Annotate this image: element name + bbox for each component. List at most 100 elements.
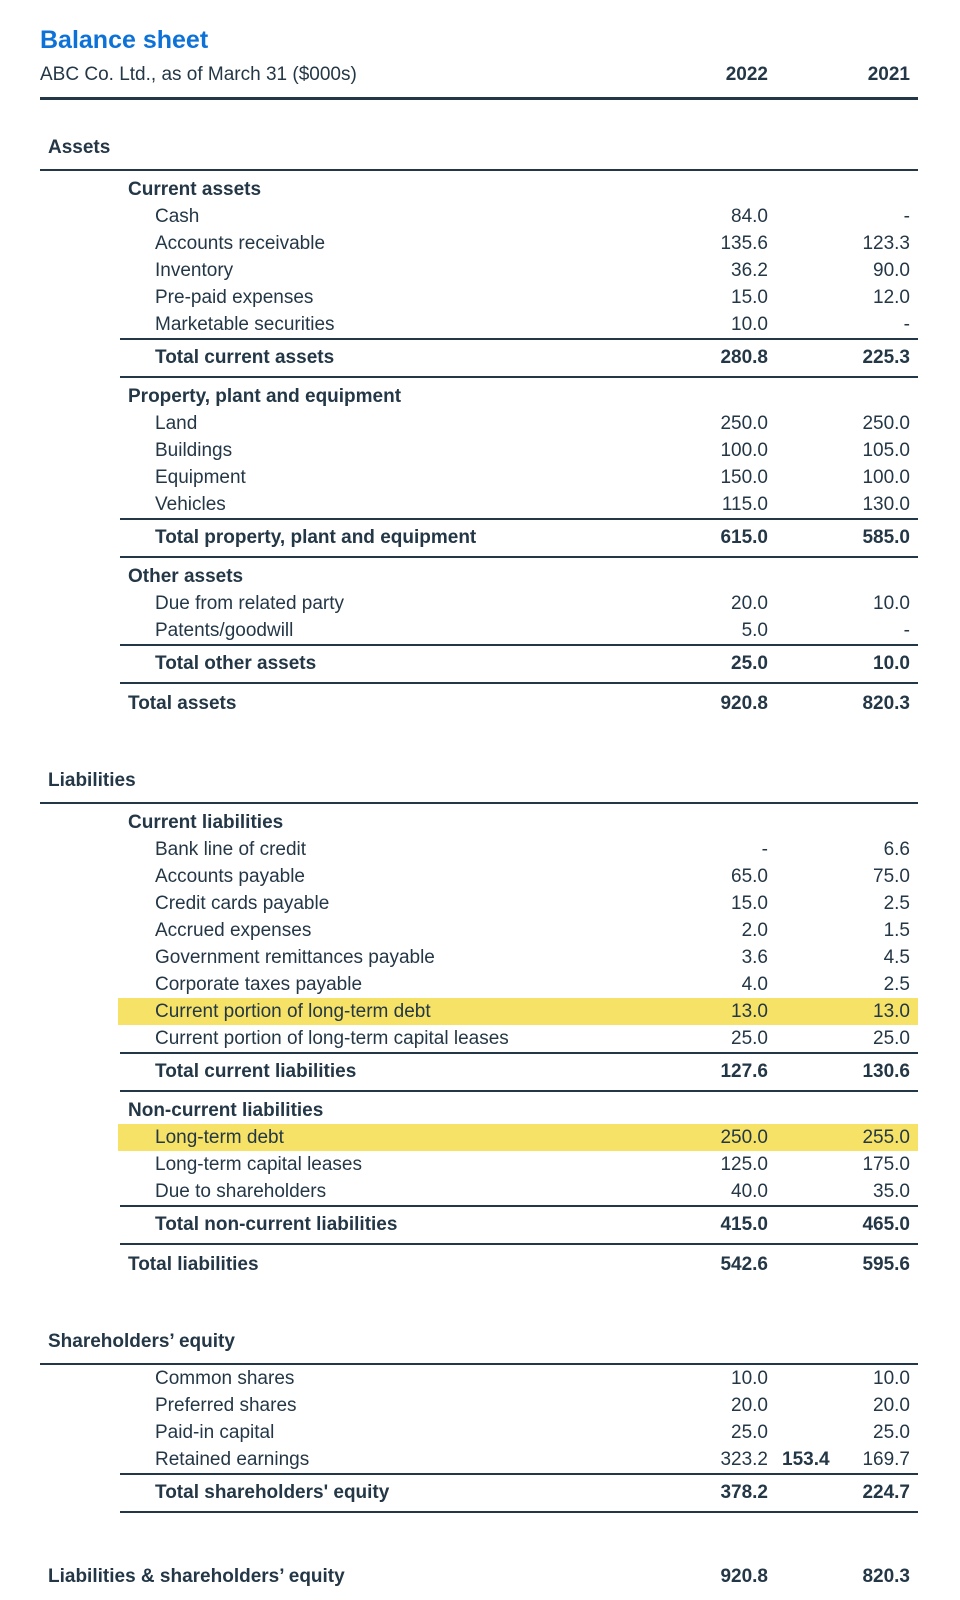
group-total-row: Total non-current liabilities 415.0 465.0 (0, 1207, 918, 1243)
total-rule (120, 1052, 918, 1054)
value-2021: 6.6 (768, 839, 918, 861)
value-2021: 10.0 (768, 1368, 918, 1390)
row-label: Government remittances payable (155, 946, 435, 968)
group-total-row: Total property, plant and equipment 615.0… (0, 520, 918, 556)
value-2022: 250.0 (720, 1126, 768, 1148)
value-2021-text: 105.0 (862, 439, 910, 461)
value-2021-text: 250.0 (862, 412, 910, 434)
value-2022: 4.0 (741, 973, 768, 995)
value-2021: 595.6 (768, 1254, 918, 1276)
group-header-row: Current assets (0, 176, 918, 203)
group-header-label: Non-current liabilities (128, 1099, 324, 1121)
total-rule (120, 1205, 918, 1207)
value-2021: 12.0 (768, 287, 918, 309)
value-2022: 5.0 (741, 619, 768, 641)
page-subtitle: ABC Co. Ltd., as of March 31 ($000s) (40, 64, 357, 85)
value-2021: - (768, 620, 918, 642)
value-2022: 25.0 (731, 653, 768, 674)
value-2022: 15.0 (731, 892, 768, 914)
line-item-row: Inventory 36.2 90.0 (0, 257, 918, 284)
total-rule (120, 556, 918, 558)
value-2022: 323.2 (720, 1448, 768, 1470)
line-item-row: Long-term capital leases 125.0 175.0 (0, 1151, 918, 1178)
row-label: Current portion of long-term debt (155, 1000, 431, 1022)
row-label: Bank line of credit (155, 838, 307, 860)
value-2022: 10.0 (731, 1367, 768, 1389)
value-2021-text: - (903, 205, 910, 227)
line-item-row: Common shares 10.0 10.0 (0, 1365, 918, 1392)
row-label: Credit cards payable (155, 892, 330, 914)
value-2021-text: 2.5 (883, 973, 910, 995)
value-2021: 130.6 (768, 1061, 918, 1083)
row-label: Retained earnings (155, 1448, 310, 1470)
value-2022: 25.0 (731, 1421, 768, 1443)
row-label: Current portion of long-term capital lea… (155, 1027, 509, 1049)
group-total-row: Total current liabilities 127.6 130.6 (0, 1054, 918, 1090)
value-2022: 25.0 (731, 1027, 768, 1049)
row-label: Equipment (155, 466, 246, 488)
value-2022: 20.0 (731, 1394, 768, 1416)
value-2021: 820.3 (768, 693, 918, 715)
value-2021-text: 75.0 (873, 865, 910, 887)
value-2021-text: 169.7 (862, 1448, 910, 1470)
value-2022: 920.8 (720, 1566, 768, 1587)
line-item-row: Preferred shares 20.0 20.0 (0, 1392, 918, 1419)
value-2022: 2.0 (741, 919, 768, 941)
value-2021-text: 1.5 (883, 919, 910, 941)
value-2021: 2.5 (768, 893, 918, 915)
value-2022: 13.0 (731, 1000, 768, 1022)
row-label: Total current assets (155, 347, 335, 368)
value-2021-text: 90.0 (873, 259, 910, 281)
value-2021: 2.5 (768, 974, 918, 996)
value-2021: 10.0 (768, 593, 918, 615)
group-total-row: Total other assets 25.0 10.0 (0, 646, 918, 682)
sheet-body: Assets Current assets Cash 84.0 - Accounts re… (0, 134, 960, 1513)
group-header-row: Property, plant and equipment (0, 383, 918, 410)
value-2021-text: 25.0 (873, 1421, 910, 1443)
total-rule (120, 518, 918, 520)
total-rule (120, 1511, 918, 1513)
value-2022: 378.2 (720, 1482, 768, 1503)
row-label: Accounts payable (155, 865, 305, 887)
value-2021-text: 6.6 (883, 838, 910, 860)
header-rule (40, 97, 918, 100)
value-2022: 280.8 (720, 347, 768, 368)
group-header-row: Other assets (0, 563, 918, 590)
value-2022: 3.6 (741, 946, 768, 968)
line-item-row: Current portion of long-term capital lea… (0, 1025, 918, 1052)
value-2021: 225.3 (768, 347, 918, 369)
value-2021: 465.0 (768, 1214, 918, 1236)
value-2022: 150.0 (720, 466, 768, 488)
line-item-row: Bank line of credit - 6.6 (0, 836, 918, 863)
value-2021-text: 130.0 (862, 493, 910, 515)
value-2021-text: 35.0 (873, 1180, 910, 1202)
row-label: Total shareholders' equity (155, 1482, 390, 1503)
value-2022: 135.6 (720, 232, 768, 254)
value-2021-text: 255.0 (862, 1126, 910, 1148)
value-2021-text: 10.0 (873, 1367, 910, 1389)
total-rule (120, 644, 918, 646)
value-2022: 542.6 (720, 1254, 768, 1275)
total-rule (120, 1090, 918, 1092)
col-header-2021: 2021 (768, 64, 918, 86)
value-2021-text: - (903, 619, 910, 641)
group-header-label: Current liabilities (128, 811, 284, 833)
line-item-row: Pre-paid expenses 15.0 12.0 (0, 284, 918, 311)
line-item-row: Accrued expenses 2.0 1.5 (0, 917, 918, 944)
value-2021-text: 13.0 (873, 1000, 910, 1022)
section-total-row: Total liabilities 542.6 595.6 (0, 1248, 918, 1282)
row-label: Due to shareholders (155, 1180, 327, 1202)
row-label: Preferred shares (155, 1394, 297, 1416)
value-2021: 255.0 (768, 1127, 918, 1149)
row-label: Accrued expenses (155, 919, 312, 941)
total-rule (120, 1243, 918, 1245)
row-label: Long-term debt (155, 1126, 284, 1148)
value-2021-text: 820.3 (862, 693, 910, 714)
line-item-row: Retained earnings 323.2 153.4 169.7 (0, 1446, 918, 1473)
value-2021-text: 123.3 (862, 232, 910, 254)
value-2021-text: 820.3 (862, 1566, 910, 1587)
row-label: Land (155, 412, 198, 434)
section-rule (40, 169, 918, 171)
value-2021: 100.0 (768, 467, 918, 489)
